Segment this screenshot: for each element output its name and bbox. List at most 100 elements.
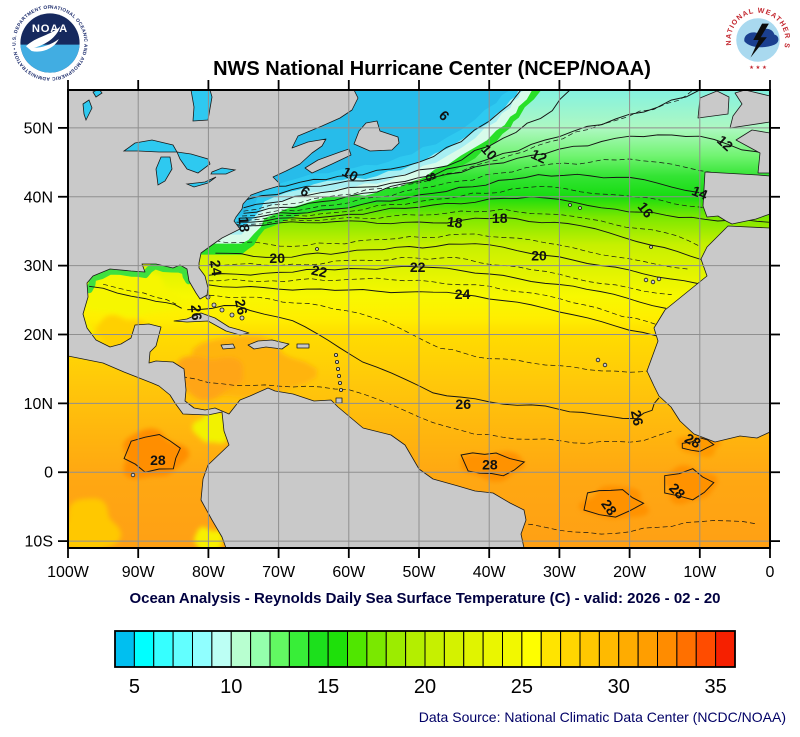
svg-text:18: 18 [236, 216, 253, 233]
colorbar-frame [114, 630, 736, 668]
contour-6 [257, 90, 522, 191]
colorbar-cell [715, 630, 736, 668]
colorbar-cell [443, 630, 465, 668]
contour-label-26: 26 [455, 396, 471, 412]
colorbar-cell [502, 630, 523, 668]
contour-26 [187, 305, 660, 420]
colorbar-cell [153, 630, 174, 668]
land-france [735, 129, 770, 174]
svg-text:18: 18 [446, 213, 464, 231]
sst-pool [79, 271, 183, 316]
colorbar-cell [114, 630, 135, 668]
lat-label: 20N [24, 327, 53, 344]
land-trinidad [335, 397, 343, 404]
lon-label: 50W [403, 564, 437, 581]
contour-13-dashed [242, 158, 770, 217]
temperature-colorbar: 5 10 15 20 25 30 35 [114, 630, 736, 698]
contour-label-22: 22 [410, 259, 426, 275]
contour-label-14: 14 [690, 182, 711, 203]
colorbar-label: 5 [129, 676, 140, 698]
lat-label: 30N [24, 258, 53, 275]
lat-label: 0 [44, 465, 53, 482]
colorbar-cell [521, 630, 542, 668]
colorbar-cell [347, 630, 368, 668]
contour-28 [664, 468, 715, 501]
svg-text:26: 26 [188, 304, 205, 321]
colorbar-cell [637, 630, 658, 668]
contour-label-24: 24 [455, 286, 471, 302]
contour-10 [243, 90, 701, 209]
colorbar-cell [482, 630, 503, 668]
lake-small-north [92, 90, 103, 98]
lat-label: 10S [25, 534, 53, 551]
colorbar-label: 35 [705, 676, 727, 698]
contour-label-18: 18 [446, 213, 464, 231]
axes-layer: 100W 90W 80W 70W 60W 50W 40W 30W 20W 10W 0 50N 40N 30… [24, 80, 780, 581]
lon-label: 90W [122, 564, 156, 581]
colorbar-cell [405, 630, 426, 668]
contour-25-dashed [103, 283, 177, 305]
contour-label-28: 28 [682, 430, 703, 452]
sst-pool [68, 498, 122, 548]
svg-text:10: 10 [340, 163, 361, 185]
svg-text:28: 28 [682, 430, 703, 452]
contour-label-18: 18 [492, 210, 508, 226]
gulf-coast-cool-band [85, 262, 193, 294]
contour-17-dashed [235, 208, 700, 247]
colorbar-label: 10 [220, 676, 242, 698]
contour-label-20: 20 [269, 250, 285, 266]
colorbar-cell [540, 630, 562, 668]
contour-label-28: 28 [150, 452, 166, 468]
contour-label-12: 12 [529, 146, 550, 167]
colorbar-cell [250, 630, 271, 668]
svg-text:14: 14 [690, 182, 711, 203]
svg-text:20: 20 [269, 250, 285, 266]
contour-24 [208, 284, 657, 337]
land-nova-scotia [304, 148, 352, 174]
contour-23-dashed [208, 277, 658, 326]
contour-label-26: 26 [232, 298, 251, 317]
colorbar-label: 25 [511, 676, 533, 698]
contour-28 [583, 489, 645, 518]
noaa-logo: NATIONAL OCEANIC AND ATMOSPHERIC ADMINIS… [8, 0, 90, 83]
svg-text:26: 26 [628, 409, 647, 428]
noaa-logo-sea [20, 44, 80, 73]
noaa-logo-word: NOAA [32, 23, 68, 35]
land-newfoundland [353, 120, 400, 152]
lon-label: 10W [683, 564, 717, 581]
land-iberia [702, 171, 770, 225]
nws-lightning-icon [750, 23, 769, 58]
svg-text:28: 28 [150, 452, 166, 468]
contour-label-10: 10 [340, 163, 361, 185]
sst-contour-lines [89, 90, 770, 535]
colorbar-cell [463, 630, 484, 668]
map-caption: Ocean Analysis - Reynolds Daily Sea Surf… [129, 590, 720, 607]
colorbar-cell [230, 630, 252, 668]
contour-label-18: 18 [236, 216, 253, 233]
contour-27-dashed [159, 368, 672, 444]
lat-label: 10N [24, 396, 53, 413]
svg-text:18: 18 [492, 210, 508, 226]
colorbar-cell [695, 630, 717, 668]
lat-label: 40N [24, 189, 53, 206]
colorbar-cell [133, 630, 155, 668]
sst-pool [123, 428, 190, 480]
colorbar-cell [424, 630, 445, 668]
land-puerto-rico [296, 343, 310, 349]
svg-text:12: 12 [529, 146, 550, 167]
contour-19-dashed [215, 233, 690, 270]
colorbar-cell [618, 630, 639, 668]
contour-20 [215, 243, 698, 284]
colorbar-cell [308, 630, 329, 668]
contour-label-22: 22 [310, 262, 329, 281]
svg-text:28: 28 [482, 457, 498, 473]
contour-22 [208, 265, 667, 309]
colorbar-cell [211, 630, 232, 668]
contour-28 [123, 433, 181, 473]
contour-label-28: 28 [482, 457, 498, 473]
lon-label: 100W [47, 564, 90, 581]
contour-25-dashed [201, 294, 655, 373]
map-graticule [67, 90, 771, 548]
